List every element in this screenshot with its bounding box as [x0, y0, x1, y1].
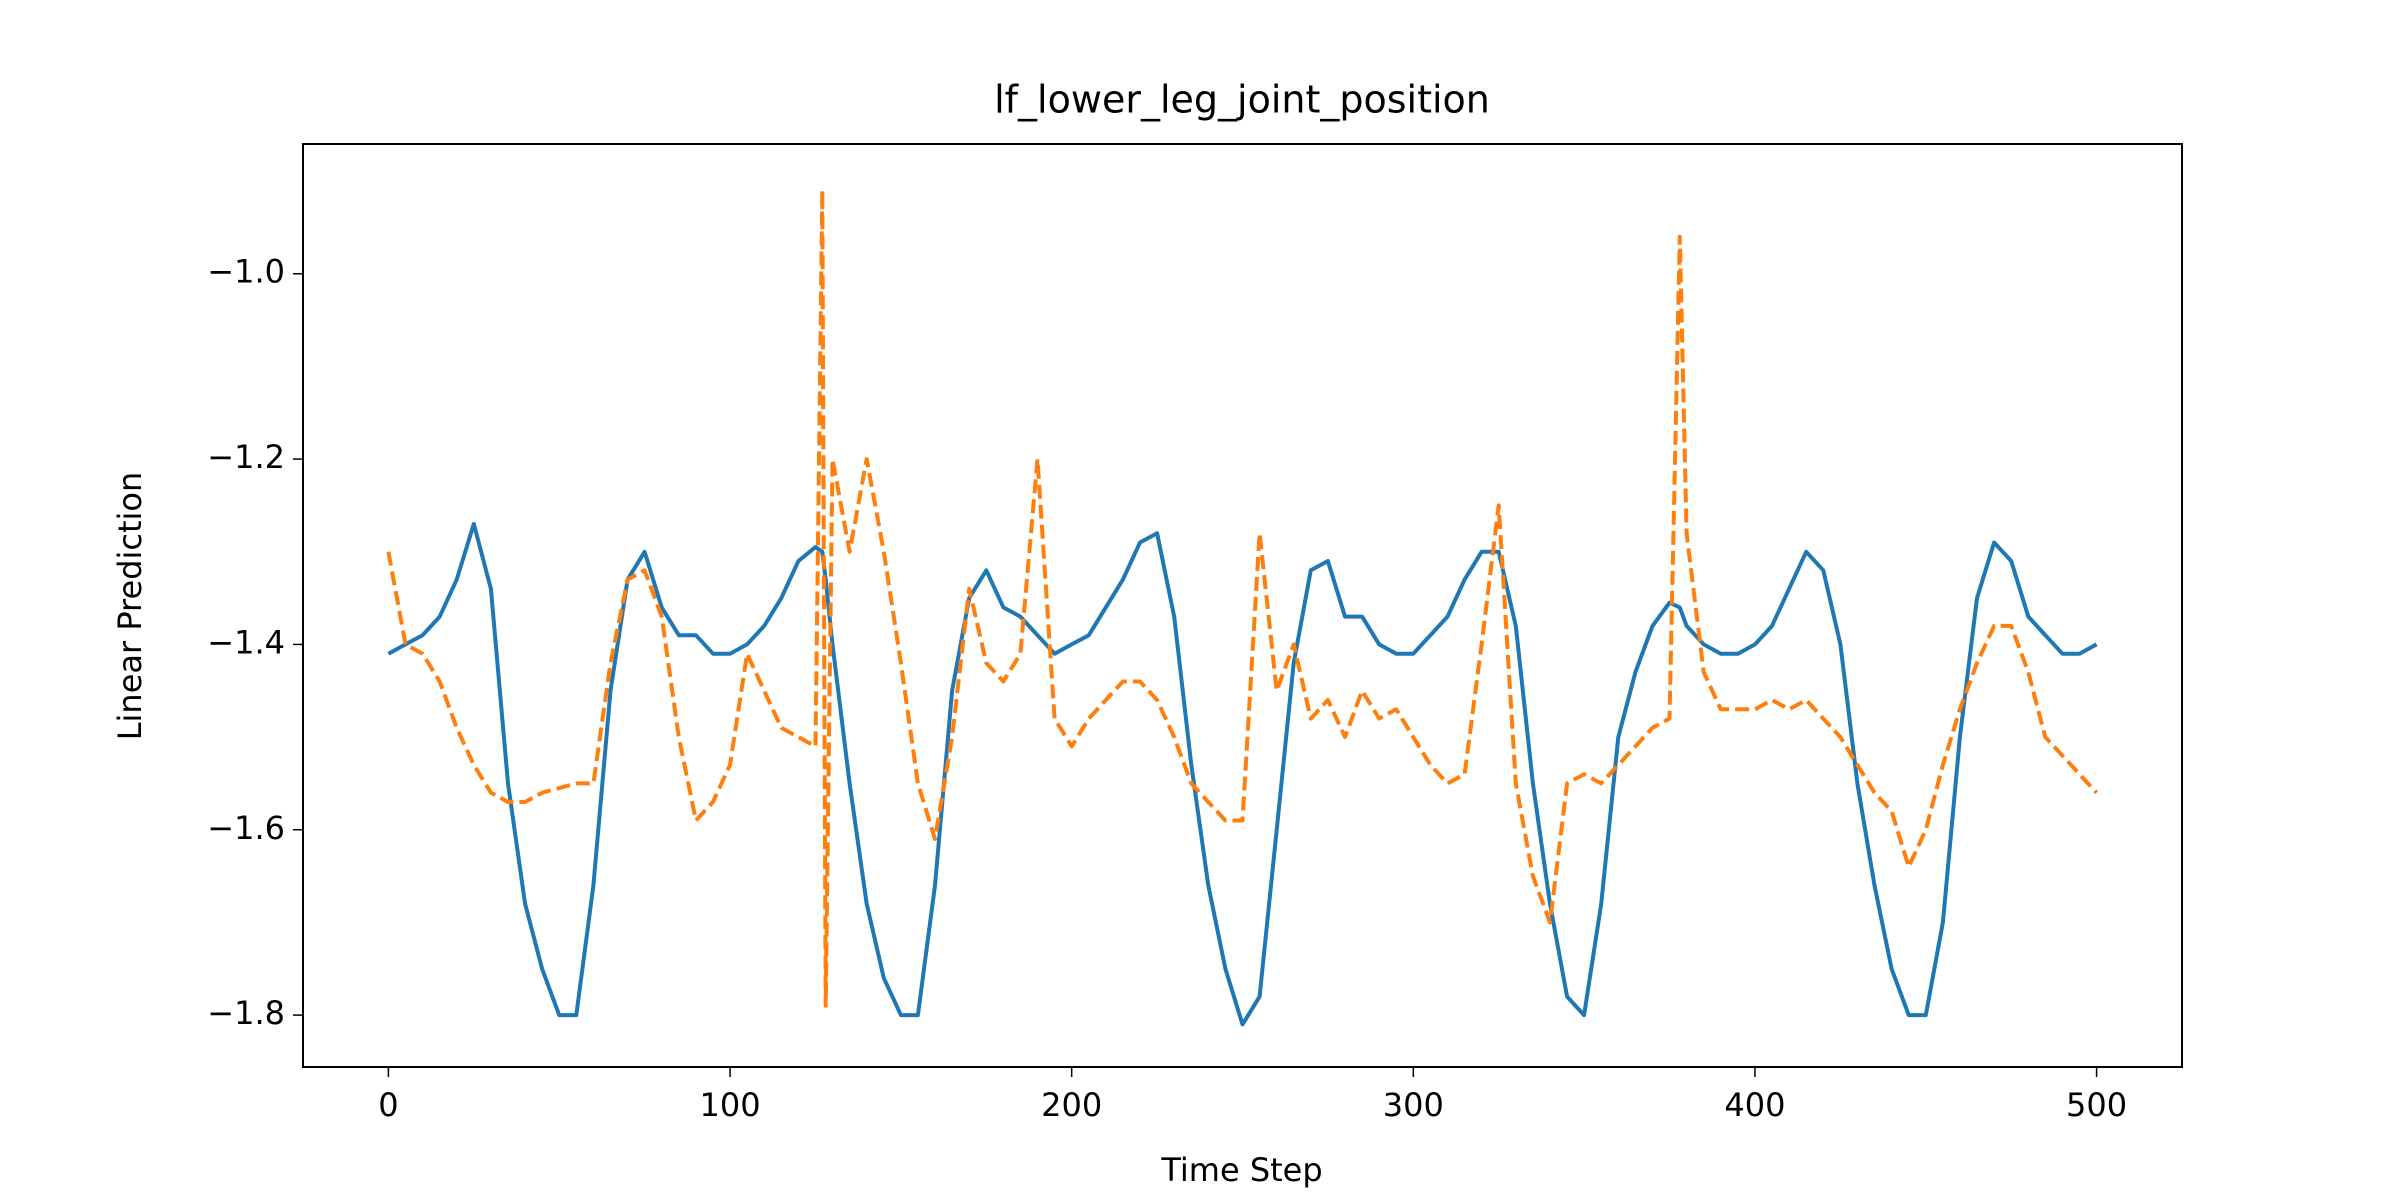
y-tick-label: −1.4	[207, 623, 285, 661]
y-tick-label: −1.6	[207, 809, 285, 847]
series-line	[387, 521, 2098, 1027]
x-tick-label: 400	[1724, 1086, 1785, 1124]
x-axis-label: Time Step	[1160, 1151, 1322, 1189]
y-tick-label: −1.0	[207, 253, 285, 291]
plot-frame	[302, 143, 2183, 1068]
x-tick-label: 0	[378, 1086, 398, 1124]
y-axis-label: Linear Prediction	[111, 472, 149, 741]
x-tick-label: 300	[1383, 1086, 1444, 1124]
x-tick-label: 500	[2066, 1086, 2127, 1124]
chart-title: lf_lower_leg_joint_position	[994, 78, 1490, 122]
x-tick-label: 200	[1041, 1086, 1102, 1124]
x-tick-label: 100	[700, 1086, 761, 1124]
y-tick-label: −1.8	[207, 994, 285, 1032]
series-line	[386, 188, 2099, 1008]
y-tick-label: −1.2	[207, 438, 285, 476]
